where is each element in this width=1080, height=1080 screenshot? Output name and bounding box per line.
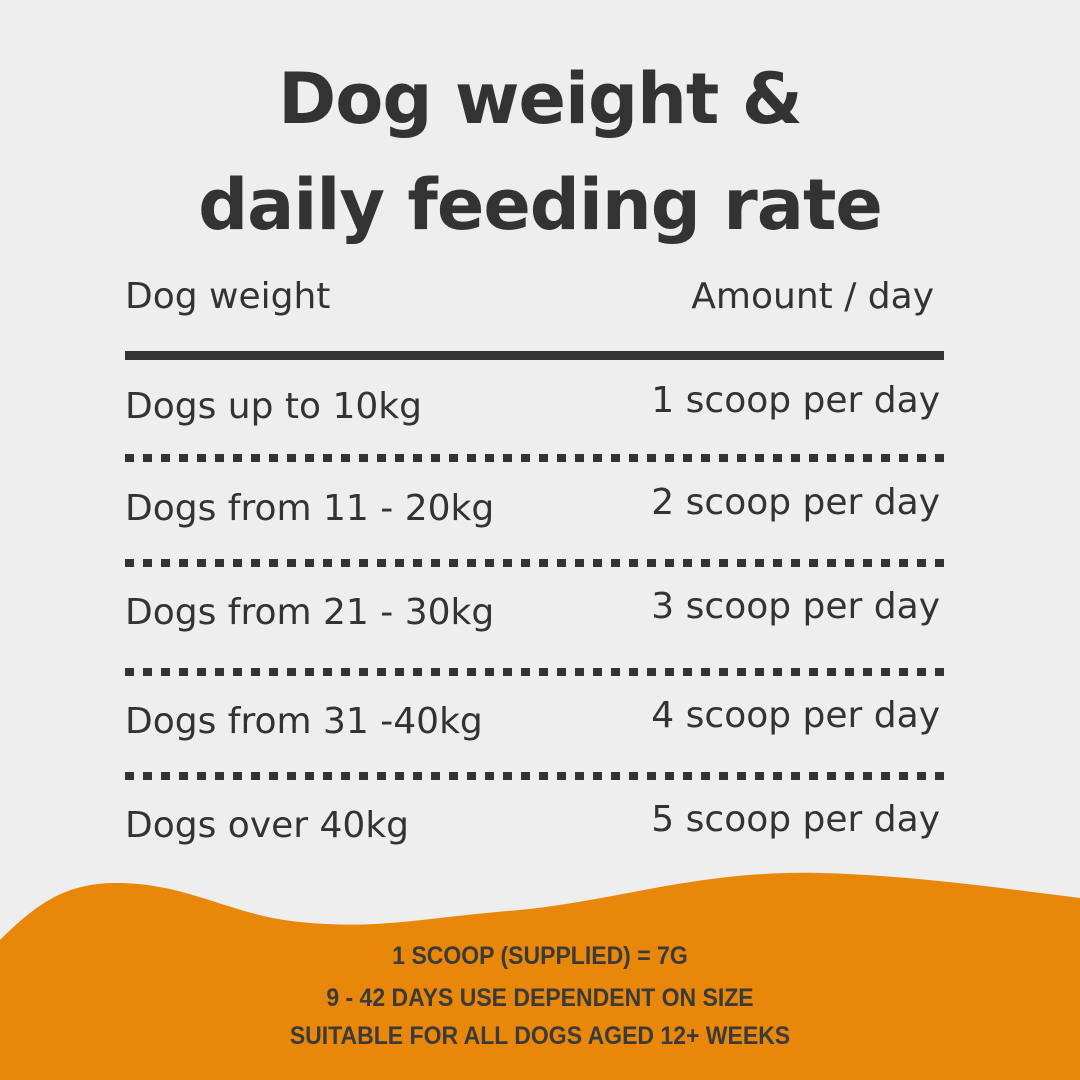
weight-cell: Dogs over 40kg (125, 805, 410, 846)
header-divider (125, 351, 944, 360)
footer-line-1: 1 SCOOP (SUPPLIED) = 7G (392, 942, 688, 970)
amount-cell: 4 scoop per day (651, 695, 940, 736)
footer-line-2: 9 - 42 DAYS USE DEPENDENT ON SIZE (326, 984, 754, 1012)
table-row: Dogs up to 10kg 1 scoop per day (125, 380, 940, 432)
page-title: Dog weight & daily feeding rate (0, 46, 1080, 258)
weight-cell: Dogs from 31 -40kg (125, 701, 483, 742)
weight-cell: Dogs from 21 - 30kg (125, 592, 495, 633)
table-row: Dogs over 40kg 5 scoop per day (125, 799, 940, 851)
weight-cell: Dogs up to 10kg (125, 386, 422, 427)
amount-cell: 1 scoop per day (651, 380, 940, 421)
amount-cell: 2 scoop per day (651, 482, 940, 523)
footer-line-3: SUITABLE FOR ALL DOGS AGED 12+ WEEKS (289, 1022, 791, 1050)
table-row: Dogs from 21 - 30kg 3 scoop per day (125, 586, 940, 638)
title-line-1: Dog weight & (278, 58, 803, 140)
title-line-2: daily feeding rate (198, 164, 883, 246)
table-row: Dogs from 31 -40kg 4 scoop per day (125, 695, 940, 747)
table-row: Dogs from 11 - 20kg 2 scoop per day (125, 482, 940, 534)
amount-cell: 5 scoop per day (651, 799, 940, 840)
row-divider (125, 772, 947, 780)
row-divider (125, 559, 947, 567)
column-header-amount: Amount / day (691, 276, 934, 317)
row-divider (125, 454, 947, 462)
column-header-weight: Dog weight (125, 276, 331, 317)
weight-cell: Dogs from 11 - 20kg (125, 488, 495, 529)
row-divider (125, 668, 947, 676)
amount-cell: 3 scoop per day (651, 586, 940, 627)
